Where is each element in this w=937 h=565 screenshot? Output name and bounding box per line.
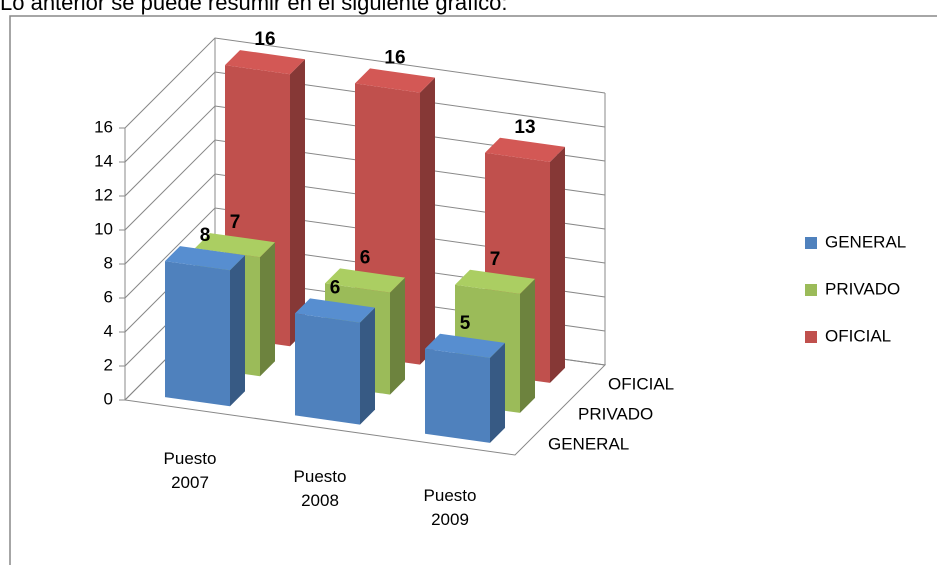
y-tick-label: 14 [94,151,113,170]
grid-line [124,139,606,231]
grid-line [124,105,606,197]
bar-front [425,348,490,443]
x-tick-label: Puesto 2008 [293,467,347,511]
legend-swatch [805,284,817,296]
bar-top [355,68,435,93]
data-label: 13 [514,117,535,138]
data-label: 6 [360,248,371,269]
grid-line [124,37,606,129]
data-label: 7 [490,249,501,270]
bar-top [325,268,405,293]
bar-side [490,342,505,443]
bar-side [260,242,275,377]
bar-side [230,255,245,407]
bar-front [295,313,360,425]
data-label: 5 [460,313,471,334]
caption: Lo anterior se puede resumir en el sigui… [0,0,508,15]
legend-label: OFICIAL [825,326,891,345]
data-label: 7 [230,212,241,233]
bar-top [225,50,305,75]
legend-swatch [805,331,817,343]
data-label: 16 [254,29,275,50]
x-tick-label: Puesto 2009 [423,485,477,529]
bar-side [550,146,565,383]
bar-top [195,233,275,258]
data-label: 6 [330,278,341,299]
bar [425,333,505,443]
legend-label: PRIVADO [825,279,900,298]
y-tick-label: 2 [104,355,113,374]
bar-front [165,261,230,407]
bar-top [455,269,535,294]
chart-frame [9,15,937,565]
data-label: 16 [384,48,405,69]
legend-label: GENERAL [825,232,906,251]
bar-top [425,333,505,358]
bar-side [390,277,405,395]
bar [295,298,375,425]
depth-label: GENERAL [548,434,629,453]
y-tick-label: 12 [94,185,113,204]
y-tick-label: 10 [94,219,113,238]
y-tick-label: 4 [104,321,113,340]
y-tick-label: 6 [104,287,113,306]
bar-top [165,246,245,271]
bar-side [360,307,375,425]
x-tick-label: Puesto 2007 [163,449,217,493]
y-tick-label: 8 [104,253,113,272]
grid-line [124,71,606,163]
y-tick-label: 16 [94,117,113,136]
bar-side [520,278,535,413]
bar-top [295,298,375,323]
depth-label: PRIVADO [578,404,653,423]
y-tick-label: 0 [104,389,113,408]
depth-label: OFICIAL [608,374,674,393]
legend-swatch [805,237,817,249]
bar-side [290,59,305,347]
bar [165,246,245,407]
data-label: 8 [200,225,211,246]
grid-line [124,173,606,265]
bar-side [420,77,435,365]
grid-line [124,207,606,299]
bar-top [485,137,565,162]
